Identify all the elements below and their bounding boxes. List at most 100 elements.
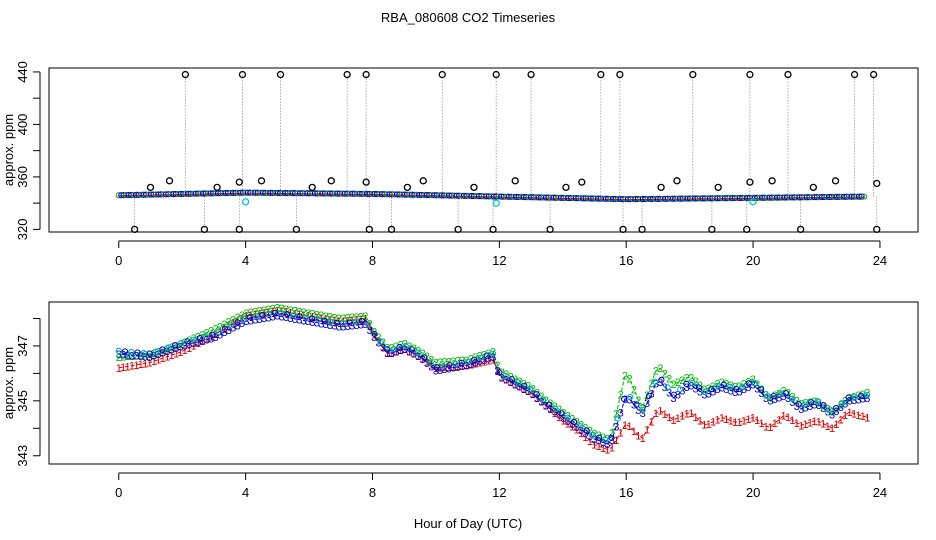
series-3-marker: 3 [314, 318, 320, 330]
series-3-marker: 3 [142, 351, 148, 363]
series-3-circle [508, 376, 515, 383]
series-1-marker: 1 [217, 326, 223, 338]
series-2-marker: 2 [221, 319, 227, 331]
series-3-marker: 3 [424, 358, 430, 370]
y-tick-label: 360 [15, 166, 30, 188]
series-3-marker: 3 [481, 355, 487, 367]
series-1-marker: 1 [860, 411, 866, 423]
series-3-circle [121, 348, 129, 355]
series-2-marker: 2 [397, 339, 403, 351]
series-3-circle [471, 356, 478, 363]
series-2-marker: 2 [613, 409, 619, 421]
series-2-marker: 2 [226, 317, 232, 329]
series-2-marker: 2 [547, 398, 553, 410]
dip-point [292, 225, 301, 234]
series-2-marker: 2 [191, 333, 197, 345]
series-1-marker: 1 [719, 413, 725, 425]
series-2-marker: 2 [213, 324, 219, 336]
series-3-circle [602, 436, 609, 443]
series-1-marker: 1 [710, 417, 716, 429]
series-3-circle [577, 423, 584, 430]
series-3-marker: 3 [195, 337, 201, 349]
series-3-marker: 3 [235, 320, 241, 332]
series-3-marker: 3 [556, 410, 562, 422]
series-3-circle [857, 392, 865, 399]
series-3-circle [265, 310, 272, 318]
series-3-circle [764, 392, 771, 400]
series-2-marker: 2 [640, 402, 646, 414]
series-2-marker: 2 [120, 352, 126, 364]
series-3-marker: 3 [741, 384, 747, 396]
spike-point [850, 70, 859, 79]
series-3-circle [608, 434, 615, 441]
series-2-marker: 2 [353, 312, 359, 324]
y-tick-label: 347 [15, 335, 30, 357]
series-2-marker: 2 [807, 397, 813, 409]
series-3-marker: 3 [613, 421, 619, 433]
series-2-marker: 2 [763, 390, 769, 402]
series-3-marker: 3 [353, 320, 359, 332]
dip-point [235, 225, 243, 234]
series-1-marker: 1 [221, 324, 227, 336]
series-3-marker: 3 [340, 321, 346, 333]
series-1-marker: 1 [543, 400, 549, 412]
series-2-marker: 2 [781, 385, 787, 397]
baseline-point [858, 193, 865, 200]
series-3-circle [477, 354, 484, 361]
series-2-marker: 2 [697, 380, 703, 392]
series-3-circle [171, 342, 179, 349]
series-3-marker: 3 [402, 344, 408, 356]
series-1-marker: 1 [657, 406, 663, 418]
series-3-marker: 3 [420, 354, 426, 366]
series-2-marker: 2 [490, 346, 496, 358]
series-2-marker: 2 [367, 318, 373, 330]
series-3-marker: 3 [833, 406, 839, 418]
series-2-marker: 2 [653, 366, 659, 378]
series-3-circle [720, 381, 727, 388]
series-1-marker: 1 [737, 417, 743, 429]
series-1-marker: 1 [314, 312, 320, 324]
series-3-circle [402, 343, 409, 350]
series-3-marker: 3 [160, 348, 166, 360]
series-2-marker: 2 [133, 350, 139, 362]
series-3-circle [246, 314, 253, 321]
series-2-marker: 2 [521, 378, 527, 390]
series-2-marker: 2 [833, 403, 839, 415]
series-3-marker: 3 [767, 395, 773, 407]
series-1-marker: 1 [626, 421, 632, 433]
series-2-marker: 2 [618, 390, 624, 402]
series-2-marker: 2 [402, 339, 408, 351]
cyan-point [492, 199, 500, 207]
series-1-marker: 1 [213, 329, 219, 341]
series-3-marker: 3 [437, 365, 443, 377]
series-2-marker: 2 [177, 339, 183, 351]
dip-point [200, 225, 209, 234]
series-2-marker: 2 [331, 312, 337, 324]
series-1-marker: 1 [120, 362, 126, 374]
series-1-marker: 1 [732, 417, 738, 429]
series-2-marker: 2 [371, 326, 377, 338]
series-3-marker: 3 [635, 405, 641, 417]
series-3-circle [595, 434, 603, 441]
series-2-marker: 2 [323, 311, 329, 323]
series-3-circle [115, 347, 122, 354]
series-2-marker: 2 [587, 426, 593, 438]
series-2-marker: 2 [472, 352, 478, 364]
series-1-marker: 1 [406, 346, 412, 358]
series-2-marker: 2 [565, 410, 571, 422]
series-3-marker: 3 [221, 327, 227, 339]
series-3-circle [446, 361, 453, 369]
series-3-circle [677, 386, 684, 393]
series-2-marker: 2 [195, 331, 201, 343]
series-1-marker: 1 [503, 375, 509, 387]
series-3-circle [440, 363, 447, 370]
series-2-marker: 2 [596, 430, 602, 442]
series-1-marker: 1 [292, 308, 298, 320]
series-3-marker: 3 [213, 332, 219, 344]
series-3-circle [751, 379, 759, 387]
series-3-marker: 3 [349, 320, 355, 332]
series-2-marker: 2 [296, 306, 302, 318]
baseline-point [860, 193, 868, 200]
series-3-marker: 3 [710, 386, 716, 398]
series-3-circle [433, 364, 440, 371]
